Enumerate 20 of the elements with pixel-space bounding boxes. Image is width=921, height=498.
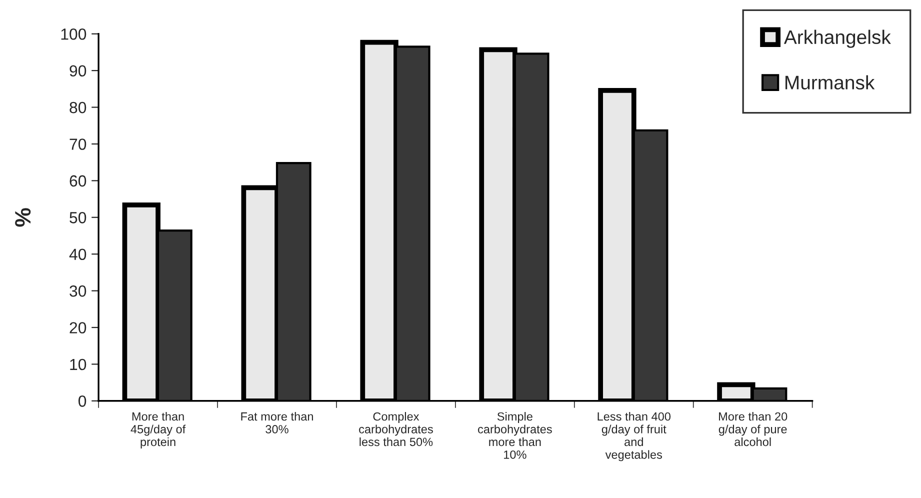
x-tick-label: More than 45g/day of protein [130,412,186,448]
y-tick-label: 50 [70,212,86,224]
y-tick-label: 20 [70,322,86,334]
y-tick-label: 80 [70,102,86,114]
legend-label: Arkhangelsk [784,30,891,48]
y-tick-label: 30 [70,285,86,297]
y-axis-title: % [15,208,31,227]
y-tick-label: 70 [70,138,86,150]
x-tick-label: Less than 400 g/day of fruit and vegetables [598,412,671,462]
x-tick-label: Simple carbohydrates more than 10% [478,412,552,459]
y-tick-label: 40 [69,248,86,260]
y-tick-label: 60 [70,175,86,187]
x-tick-label: Fat more than 30% [241,412,313,434]
legend-label: Murmansk [786,75,875,90]
y-tick-label: 0 [78,396,86,407]
x-tick-label: More than 20 g/day of pure alcohol [718,412,788,446]
x-tick-label: Complex carbohydrates less than 50% [359,412,433,446]
y-tick-label: 100 [61,28,86,40]
y-tick-label: 90 [70,65,86,77]
y-tick-label: 10 [70,358,86,370]
